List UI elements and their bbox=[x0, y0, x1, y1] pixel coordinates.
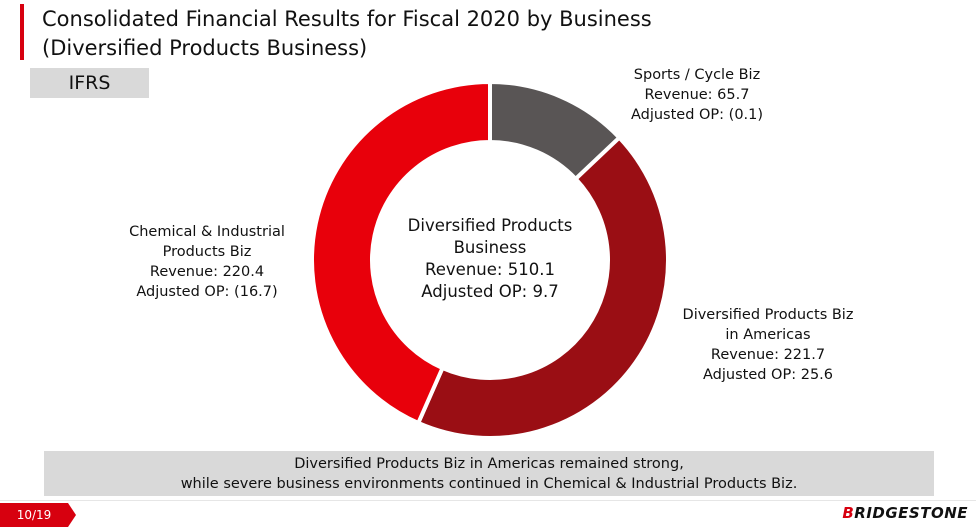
footer-divider bbox=[0, 500, 976, 501]
page-title: Consolidated Financial Results for Fisca… bbox=[42, 5, 652, 63]
center-name1: Diversified Products bbox=[407, 216, 573, 235]
center-revenue: Revenue: 510.1 bbox=[425, 260, 555, 279]
summary-line1: Diversified Products Biz in Americas rem… bbox=[294, 456, 684, 472]
label-chemical-name2: Products Biz bbox=[162, 244, 252, 260]
label-sports-name: Sports / Cycle Biz bbox=[633, 67, 761, 83]
label-americas-op: Adjusted OP: 25.6 bbox=[703, 367, 833, 383]
center-name2: Business bbox=[453, 238, 527, 257]
donut-slice-1 bbox=[415, 134, 670, 440]
label-sports-revenue: Revenue: 65.7 bbox=[644, 87, 750, 103]
label-americas-name1: Diversified Products Biz bbox=[682, 307, 854, 323]
label-sports-op: Adjusted OP: (0.1) bbox=[630, 107, 764, 123]
title-accent-bar bbox=[20, 4, 24, 60]
center-op: Adjusted OP: 9.7 bbox=[421, 282, 559, 301]
donut-center-label: Diversified Products Business Revenue: 5… bbox=[378, 215, 602, 303]
page-title-line2: (Diversified Products Business) bbox=[42, 36, 368, 60]
ifrs-badge: IFRS bbox=[30, 68, 149, 98]
brand-rest: RIDGESTONE bbox=[854, 504, 968, 522]
label-americas-revenue: Revenue: 221.7 bbox=[710, 347, 826, 363]
summary-line2: while severe business environments conti… bbox=[180, 476, 798, 492]
brand-mark: B bbox=[842, 504, 855, 522]
summary-box: Diversified Products Biz in Americas rem… bbox=[44, 451, 934, 496]
page-number: 10/19 bbox=[0, 503, 76, 527]
page-title-line1: Consolidated Financial Results for Fisca… bbox=[42, 7, 652, 31]
label-chemical: Chemical & Industrial Products Biz Reven… bbox=[112, 222, 302, 302]
bridgestone-logo: BRIDGESTONE bbox=[842, 504, 968, 522]
label-chemical-name1: Chemical & Industrial bbox=[129, 224, 285, 240]
label-chemical-revenue: Revenue: 220.4 bbox=[149, 264, 265, 280]
label-sports-cycle: Sports / Cycle Biz Revenue: 65.7 Adjuste… bbox=[612, 65, 782, 125]
label-americas-name2: in Americas bbox=[725, 327, 811, 343]
label-americas: Diversified Products Biz in Americas Rev… bbox=[668, 305, 868, 385]
label-chemical-op: Adjusted OP: (16.7) bbox=[136, 284, 278, 300]
donut-slice-2 bbox=[310, 79, 492, 426]
